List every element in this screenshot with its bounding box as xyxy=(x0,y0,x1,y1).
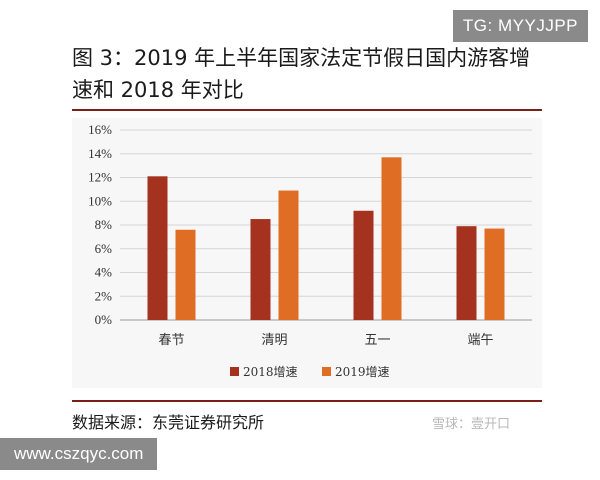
chart-title: 图 3：2019 年上半年国家法定节假日国内游客增速和 2018 年对比 xyxy=(72,46,531,102)
y-tick-label: 12% xyxy=(88,170,112,185)
bar-2018 xyxy=(353,210,374,320)
x-category-label: 五一 xyxy=(364,333,390,348)
site-watermark: www.cszqyc.com xyxy=(0,438,158,470)
y-tick-label: 6% xyxy=(95,241,113,256)
source-note: 数据来源：东莞证券研究所 xyxy=(72,413,265,432)
bar-2019 xyxy=(175,229,196,320)
bar-chart: 0% 2% 4% 6% 8% 10% 12% 14% 16% 春节 清明 五一 端午 2018增速 2019… xyxy=(88,122,532,379)
x-category-label: 端午 xyxy=(467,333,493,348)
source-divider xyxy=(72,400,542,402)
legend-swatch xyxy=(322,367,331,376)
legend-swatch xyxy=(230,367,239,376)
xueqiu-watermark: 雪球：壹开口 xyxy=(432,417,511,432)
bar-2019 xyxy=(381,157,402,320)
y-tick-label: 8% xyxy=(95,217,113,232)
title-divider xyxy=(72,109,542,111)
bar-2019 xyxy=(484,228,505,320)
y-tick-label: 10% xyxy=(88,193,112,208)
legend-label: 2019增速 xyxy=(335,365,390,379)
y-tick-label: 4% xyxy=(95,265,113,280)
legend-label: 2018增速 xyxy=(243,365,298,379)
y-tick-label: 16% xyxy=(88,122,112,137)
watermark-tag: TG: MYYJJPP xyxy=(452,10,588,42)
y-tick-label: 0% xyxy=(95,312,113,327)
bar-2019 xyxy=(278,190,299,320)
x-category-label: 清明 xyxy=(261,333,287,348)
y-tick-label: 2% xyxy=(95,288,113,303)
y-tick-label: 14% xyxy=(88,146,112,161)
bar-2018 xyxy=(147,176,168,320)
bar-2018 xyxy=(250,219,271,320)
bar-2018 xyxy=(456,226,477,320)
x-category-label: 春节 xyxy=(158,333,184,348)
